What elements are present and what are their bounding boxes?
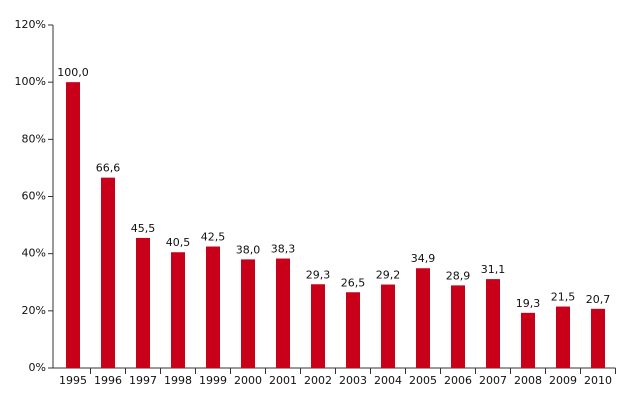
x-tick-label: 2008 (514, 374, 542, 387)
x-tick-label: 2003 (339, 374, 367, 387)
value-label: 100,0 (57, 66, 89, 79)
y-tick-label: 40% (22, 247, 46, 260)
bar (591, 308, 605, 368)
bar (311, 284, 325, 368)
bar (346, 292, 360, 368)
bar (381, 284, 395, 368)
x-tick-label: 2007 (479, 374, 507, 387)
y-tick-label: 120% (15, 18, 46, 31)
bar (241, 259, 255, 368)
x-tick-label: 1997 (129, 374, 157, 387)
y-tick-label: 0% (29, 361, 46, 374)
y-tick-label: 60% (22, 190, 46, 203)
bar (486, 279, 500, 368)
y-tick-label: 100% (15, 75, 46, 88)
bar (556, 306, 570, 368)
value-label: 38,3 (271, 243, 296, 256)
value-label: 31,1 (481, 263, 506, 276)
value-label: 26,5 (341, 276, 366, 289)
value-label: 42,5 (201, 231, 226, 244)
x-tick-label: 2009 (549, 374, 577, 387)
value-label: 20,7 (586, 293, 611, 306)
value-label: 29,2 (376, 269, 401, 282)
value-label: 29,3 (306, 268, 331, 281)
x-tick-label: 2004 (374, 374, 402, 387)
value-label: 66,6 (96, 162, 121, 175)
value-label: 21,5 (551, 291, 576, 304)
x-tick-label: 2010 (584, 374, 612, 387)
bar (521, 312, 535, 368)
x-tick-label: 2001 (269, 374, 297, 387)
x-tick-label: 1998 (164, 374, 192, 387)
bar (276, 258, 290, 368)
x-tick-label: 2005 (409, 374, 437, 387)
x-tick-label: 2000 (234, 374, 262, 387)
x-tick-label: 1999 (199, 374, 227, 387)
bar (66, 82, 80, 369)
value-label: 45,5 (131, 222, 156, 235)
bar (451, 285, 465, 368)
value-label: 40,5 (166, 236, 191, 249)
value-label: 38,0 (236, 243, 261, 256)
value-label: 19,3 (516, 297, 541, 310)
bar (206, 246, 220, 368)
x-tick-label: 1996 (94, 374, 122, 387)
x-tick-label: 1995 (59, 374, 87, 387)
bar (101, 177, 115, 368)
value-label: 34,9 (411, 252, 436, 265)
value-label: 28,9 (446, 269, 471, 282)
bar (171, 252, 185, 368)
x-tick-label: 2002 (304, 374, 332, 387)
y-tick-label: 20% (22, 304, 46, 317)
x-tick-label: 2006 (444, 374, 472, 387)
bar (416, 268, 430, 368)
bar (136, 237, 150, 368)
y-tick-label: 80% (22, 132, 46, 145)
